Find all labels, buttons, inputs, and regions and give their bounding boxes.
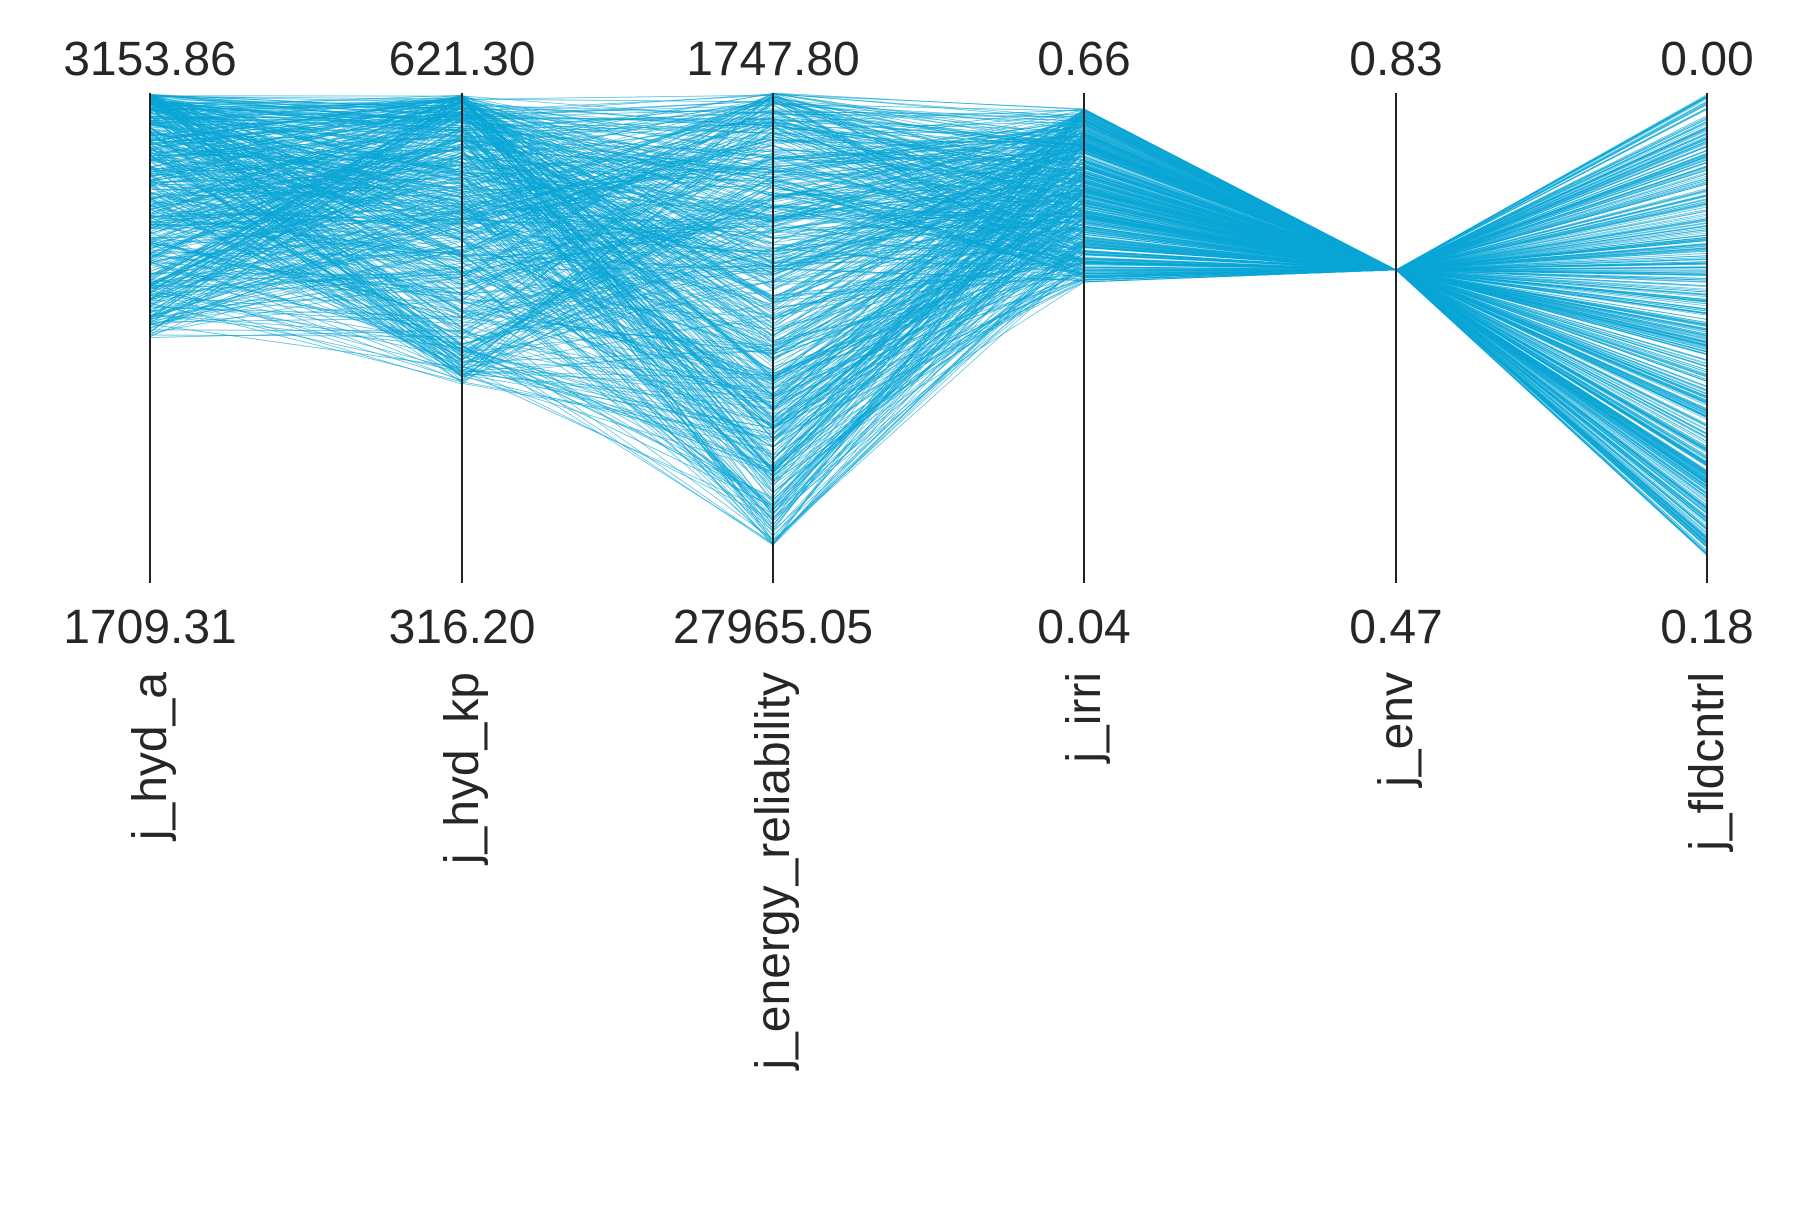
axis-name: j_hyd_kp (436, 672, 489, 866)
solution-line (149, 188, 1708, 554)
solution-line (149, 119, 1708, 271)
axis-name: j_irri (1058, 672, 1111, 765)
axis-top-label: 0.00 (1660, 33, 1753, 86)
solution-line (149, 117, 1708, 547)
solution-line (149, 188, 1708, 509)
axis-top-label: 0.83 (1349, 33, 1442, 86)
solution-line (149, 220, 1708, 345)
axis-bottom-label: 316.20 (389, 601, 536, 654)
solution-line (149, 165, 1708, 452)
solution-line (149, 94, 1708, 544)
solution-line (149, 101, 1708, 473)
solution-line (149, 97, 1708, 528)
solution-line (149, 107, 1708, 545)
solution-line (149, 101, 1708, 413)
solution-line (149, 100, 1708, 300)
solution-line (149, 103, 1708, 373)
axis-name: j_fldcntrl (1681, 672, 1734, 853)
solution-line (149, 96, 1708, 271)
solution-line (149, 96, 1708, 399)
axis-name: j_energy_reliability (747, 672, 800, 1072)
solution-line (149, 130, 1708, 513)
solution-line (149, 119, 1708, 271)
solution-line (149, 137, 1708, 399)
solution-line (149, 116, 1708, 447)
axis-top-label: 1747.80 (686, 33, 860, 86)
axis-top-label: 0.66 (1037, 33, 1130, 86)
solution-lines (149, 92, 1708, 556)
solution-line (149, 103, 1708, 522)
axis-bottom-label: 0.18 (1660, 601, 1753, 654)
solution-line (149, 109, 1708, 346)
solution-line (149, 95, 1708, 356)
solution-line (149, 109, 1708, 382)
solution-line (149, 108, 1708, 296)
solution-line (149, 98, 1708, 381)
solution-line (149, 101, 1708, 457)
solution-line (149, 214, 1708, 397)
axes: 3153.86 1709.31 j_hyd_a 621.30 316.20 j_hyd_k… (63, 33, 1753, 1072)
axis-top-label: 621.30 (389, 33, 536, 86)
solution-line (149, 151, 1708, 359)
solution-line (149, 131, 1708, 441)
axis-top-label: 3153.86 (63, 33, 237, 86)
solution-line (149, 98, 1708, 362)
solution-line (149, 127, 1708, 283)
solution-line (149, 99, 1708, 301)
solution-line (149, 94, 1708, 337)
solution-line (149, 116, 1708, 408)
solution-line (149, 146, 1708, 494)
solution-line (149, 102, 1708, 501)
axis-name: j_env (1370, 672, 1423, 789)
solution-line (149, 103, 1708, 463)
solution-line (149, 123, 1708, 507)
axis-bottom-label: 1709.31 (63, 601, 237, 654)
axis-bottom-label: 0.47 (1349, 601, 1442, 654)
solution-line (149, 102, 1708, 330)
solution-line (149, 155, 1708, 491)
solution-line (149, 117, 1708, 515)
solution-line (149, 96, 1708, 303)
solution-line (149, 135, 1708, 368)
solution-line (149, 102, 1708, 508)
solution-line (149, 194, 1708, 382)
solution-line (149, 121, 1708, 484)
solution-line (149, 98, 1708, 523)
solution-line (149, 102, 1708, 271)
axis-name: j_hyd_a (124, 672, 177, 842)
solution-line (149, 100, 1708, 482)
axis-bottom-label: 0.04 (1037, 601, 1130, 654)
axis-bottom-label: 27965.05 (673, 601, 873, 654)
